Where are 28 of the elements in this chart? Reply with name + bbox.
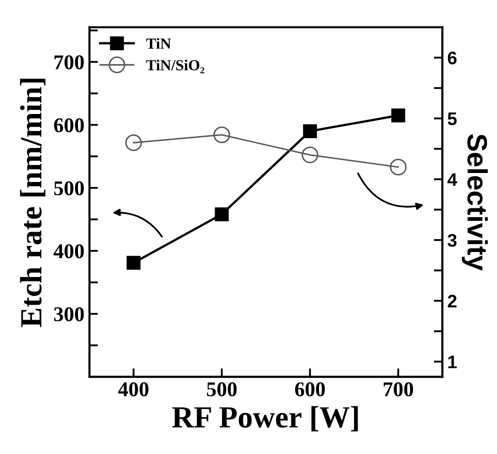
x-axis-title: RF Power [W] xyxy=(172,406,358,432)
y-tick-label: 400 xyxy=(54,244,84,258)
x-tick-label: 500 xyxy=(206,382,237,396)
point xyxy=(302,146,318,164)
y2-tick-label: 5 xyxy=(448,112,457,126)
y-tick-label: 600 xyxy=(54,118,84,132)
y2-tick-label: 4 xyxy=(447,173,458,186)
y-tick-label: 500 xyxy=(54,181,84,196)
x-tick-label: 700 xyxy=(384,382,414,396)
point xyxy=(391,108,406,122)
point xyxy=(125,134,142,152)
y2-tick-label: 1 xyxy=(448,356,457,368)
legend-label: TiN/SiO₂ xyxy=(146,60,204,74)
y2-tick-label: 2 xyxy=(448,294,457,308)
x-tick-label: 400 xyxy=(118,382,148,396)
point xyxy=(126,256,141,270)
x-tick-label: 600 xyxy=(295,382,325,396)
y2-axis-title: Selectivity xyxy=(462,134,488,271)
y-axis-title: Etch rate [nm/min] xyxy=(20,78,46,328)
y2-tick-label: 6 xyxy=(448,52,457,64)
point xyxy=(213,126,230,144)
point xyxy=(390,158,407,176)
y-tick-label: 300 xyxy=(54,307,84,322)
legend-label: TiN xyxy=(146,38,171,49)
point xyxy=(214,207,229,222)
y-tick-label: 700 xyxy=(54,55,84,70)
y2-tick-label: 3 xyxy=(448,234,457,247)
point xyxy=(303,124,317,138)
